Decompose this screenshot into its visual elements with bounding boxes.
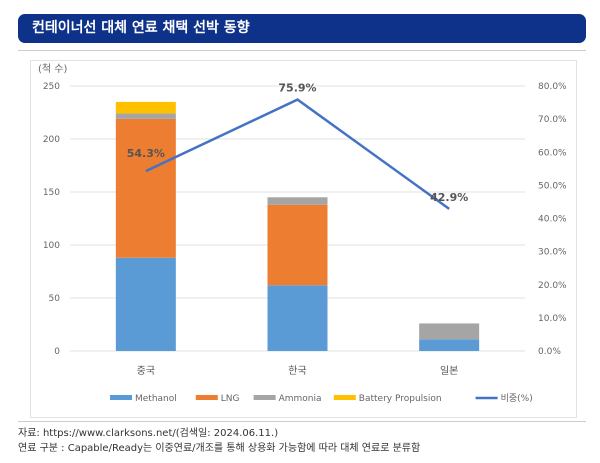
x-tick-label: 한국 <box>288 365 306 377</box>
bar-ammonia <box>115 113 176 119</box>
y2-tick-label: 80.0% <box>538 82 567 92</box>
bar-battery-propulsion <box>115 101 176 114</box>
y-axis-label: (척 수) <box>38 63 67 75</box>
y2-tick-label: 0.0% <box>538 347 561 357</box>
legend-label: Battery Propulsion <box>359 394 442 404</box>
share-line <box>145 98 450 210</box>
y-tick-label: 50 <box>49 294 61 304</box>
bar-lng <box>267 204 328 286</box>
classification-note: 연료 구분 : Capable/Ready는 이중연료/개조를 통해 상용화 가… <box>18 443 421 454</box>
x-tick-label: 중국 <box>137 365 155 377</box>
legend-label: Methanol <box>135 394 177 404</box>
bar-ammonia <box>267 197 328 205</box>
chart-title: 컨테이너선 대체 연료 채택 선박 동향 <box>18 14 586 43</box>
y2-tick-label: 70.0% <box>538 115 567 125</box>
legend-swatch <box>253 395 276 400</box>
line-data-label: 54.3% <box>127 147 165 160</box>
y-tick-label: 100 <box>43 241 60 251</box>
y-tick-label: 250 <box>43 82 60 92</box>
bar-methanol <box>267 285 328 351</box>
bar-ammonia <box>419 323 480 340</box>
y2-tick-label: 50.0% <box>538 181 567 191</box>
legend-swatch <box>195 395 218 400</box>
y2-tick-label: 60.0% <box>538 148 567 158</box>
y2-tick-label: 40.0% <box>538 215 567 225</box>
bottom-divider <box>18 421 586 422</box>
chart-frame <box>30 60 577 418</box>
y2-tick-label: 20.0% <box>538 281 567 291</box>
x-tick-label: 일본 <box>440 365 458 377</box>
source-note: 자료: https://www.clarksons.net/(검색일: 2024… <box>18 428 279 439</box>
legend-label: 비중(%) <box>501 393 533 404</box>
top-divider <box>18 50 586 51</box>
y-tick-label: 0 <box>54 347 60 357</box>
legend-label: Ammonia <box>279 394 322 404</box>
y2-tick-label: 10.0% <box>538 314 567 324</box>
bar-methanol <box>419 339 480 351</box>
line-data-label: 75.9% <box>278 82 316 95</box>
line-data-label: 42.9% <box>430 191 468 204</box>
bar-methanol <box>115 257 176 351</box>
legend-swatch <box>110 395 132 400</box>
y-tick-label: 200 <box>43 135 60 145</box>
y2-tick-label: 30.0% <box>538 248 567 258</box>
bar-lng <box>115 118 176 258</box>
legend-label: LNG <box>221 394 240 404</box>
y-tick-label: 150 <box>43 188 60 198</box>
legend-swatch <box>333 395 356 400</box>
